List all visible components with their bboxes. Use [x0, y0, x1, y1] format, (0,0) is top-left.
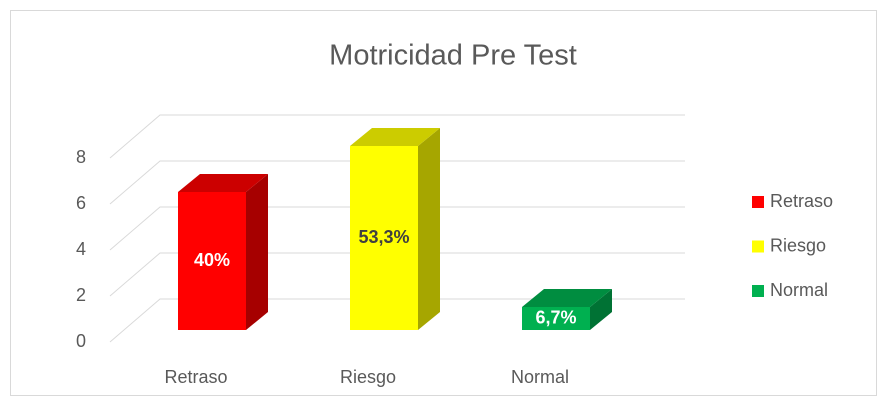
data-label: 40% — [194, 250, 230, 270]
x-tick-label: Normal — [511, 367, 569, 387]
y-tick-label: 6 — [76, 193, 86, 213]
data-label: 53,3% — [358, 227, 409, 247]
chart-border — [10, 10, 877, 396]
grid-line — [109, 252, 685, 297]
bar-front — [350, 146, 418, 330]
grid-line — [109, 206, 685, 251]
legend-label: Riesgo — [770, 235, 826, 255]
legend-swatch — [752, 285, 764, 297]
y-tick-label: 8 — [76, 147, 86, 167]
y-tick-label: 2 — [76, 285, 86, 305]
grid-line — [109, 160, 685, 205]
data-label: 6,7% — [535, 307, 576, 327]
x-tick-label: Retraso — [164, 367, 227, 387]
chart-title: Motricidad Pre Test — [329, 40, 577, 72]
bar — [350, 128, 440, 330]
bar-front — [178, 192, 246, 330]
legend-label: Retraso — [770, 191, 833, 211]
bar-top — [178, 174, 268, 192]
bar-side — [590, 289, 612, 330]
bar-top — [522, 289, 612, 307]
legend-swatch — [752, 196, 764, 208]
y-tick-label: 0 — [76, 331, 86, 351]
bar-side — [246, 174, 268, 330]
bar-front — [522, 307, 590, 330]
bar — [178, 174, 268, 330]
bar-side — [418, 128, 440, 330]
y-tick-label: 4 — [76, 239, 86, 259]
bar — [522, 289, 612, 330]
bar-top — [350, 128, 440, 146]
grid-line — [109, 298, 685, 343]
grid-line — [109, 114, 685, 159]
legend-label: Normal — [770, 280, 828, 300]
x-tick-label: Riesgo — [340, 367, 396, 387]
legend-swatch — [752, 240, 764, 253]
